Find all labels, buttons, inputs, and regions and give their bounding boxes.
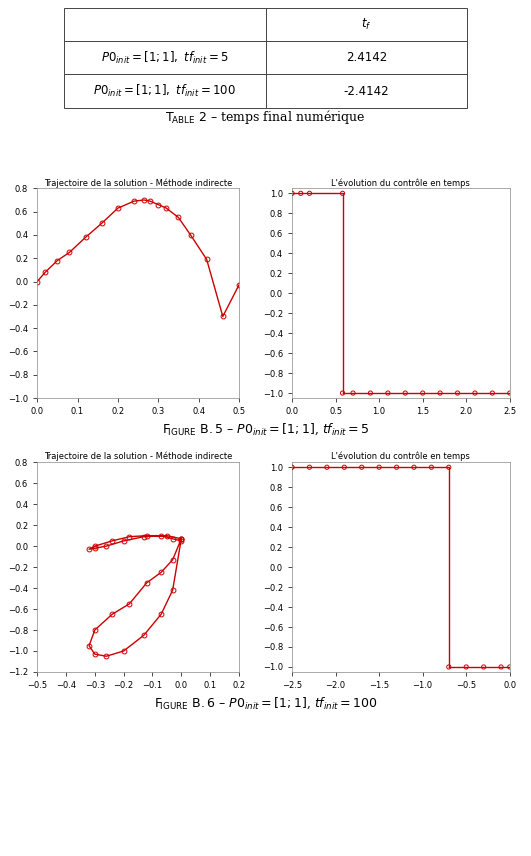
Title: L'évolution du contrôle en temps: L'évolution du contrôle en temps [331, 178, 470, 187]
Point [305, 461, 314, 474]
Point [366, 386, 375, 400]
Text: $\mathrm{F}_{\!\mathrm{IGURE}}\ \mathrm{B.6}$ – $P0_{init} = [1;1]$, $tf_{init} : $\mathrm{F}_{\!\mathrm{IGURE}}\ \mathrm{… [153, 695, 378, 710]
Point [436, 386, 444, 400]
Point [375, 461, 383, 474]
Title: Trajectoire de la solution - Méthode indirecte: Trajectoire de la solution - Méthode ind… [44, 452, 232, 461]
Point [340, 461, 348, 474]
Point [288, 187, 296, 200]
Point [444, 461, 453, 474]
Point [506, 660, 514, 674]
Point [296, 187, 305, 200]
Point [392, 461, 401, 474]
Title: L'évolution du contrôle en temps: L'évolution du contrôle en temps [331, 452, 470, 461]
Point [479, 660, 488, 674]
Point [357, 461, 366, 474]
Point [338, 386, 347, 400]
Point [444, 660, 453, 674]
Point [427, 461, 435, 474]
Point [305, 187, 314, 200]
Point [497, 660, 506, 674]
Point [410, 461, 418, 474]
Point [462, 660, 470, 674]
Point [323, 461, 331, 474]
Point [506, 386, 514, 400]
Point [401, 386, 409, 400]
Point [488, 386, 496, 400]
Point [338, 187, 347, 200]
Point [418, 386, 427, 400]
Point [453, 386, 462, 400]
Point [349, 386, 357, 400]
Point [288, 461, 296, 474]
Title: Trajectoire de la solution - Méthode indirecte: Trajectoire de la solution - Méthode ind… [44, 178, 232, 187]
Text: $\mathrm{T}_{\!\mathrm{ABLE}}\ 2$ – temps final numérique: $\mathrm{T}_{\!\mathrm{ABLE}}\ 2$ – temp… [166, 109, 365, 127]
Point [470, 386, 479, 400]
Text: $\mathrm{F}_{\!\mathrm{IGURE}}\ \mathrm{B.5}$ – $P0_{init} = [1;1]$, $tf_{init} : $\mathrm{F}_{\!\mathrm{IGURE}}\ \mathrm{… [161, 421, 370, 437]
Point [383, 386, 392, 400]
